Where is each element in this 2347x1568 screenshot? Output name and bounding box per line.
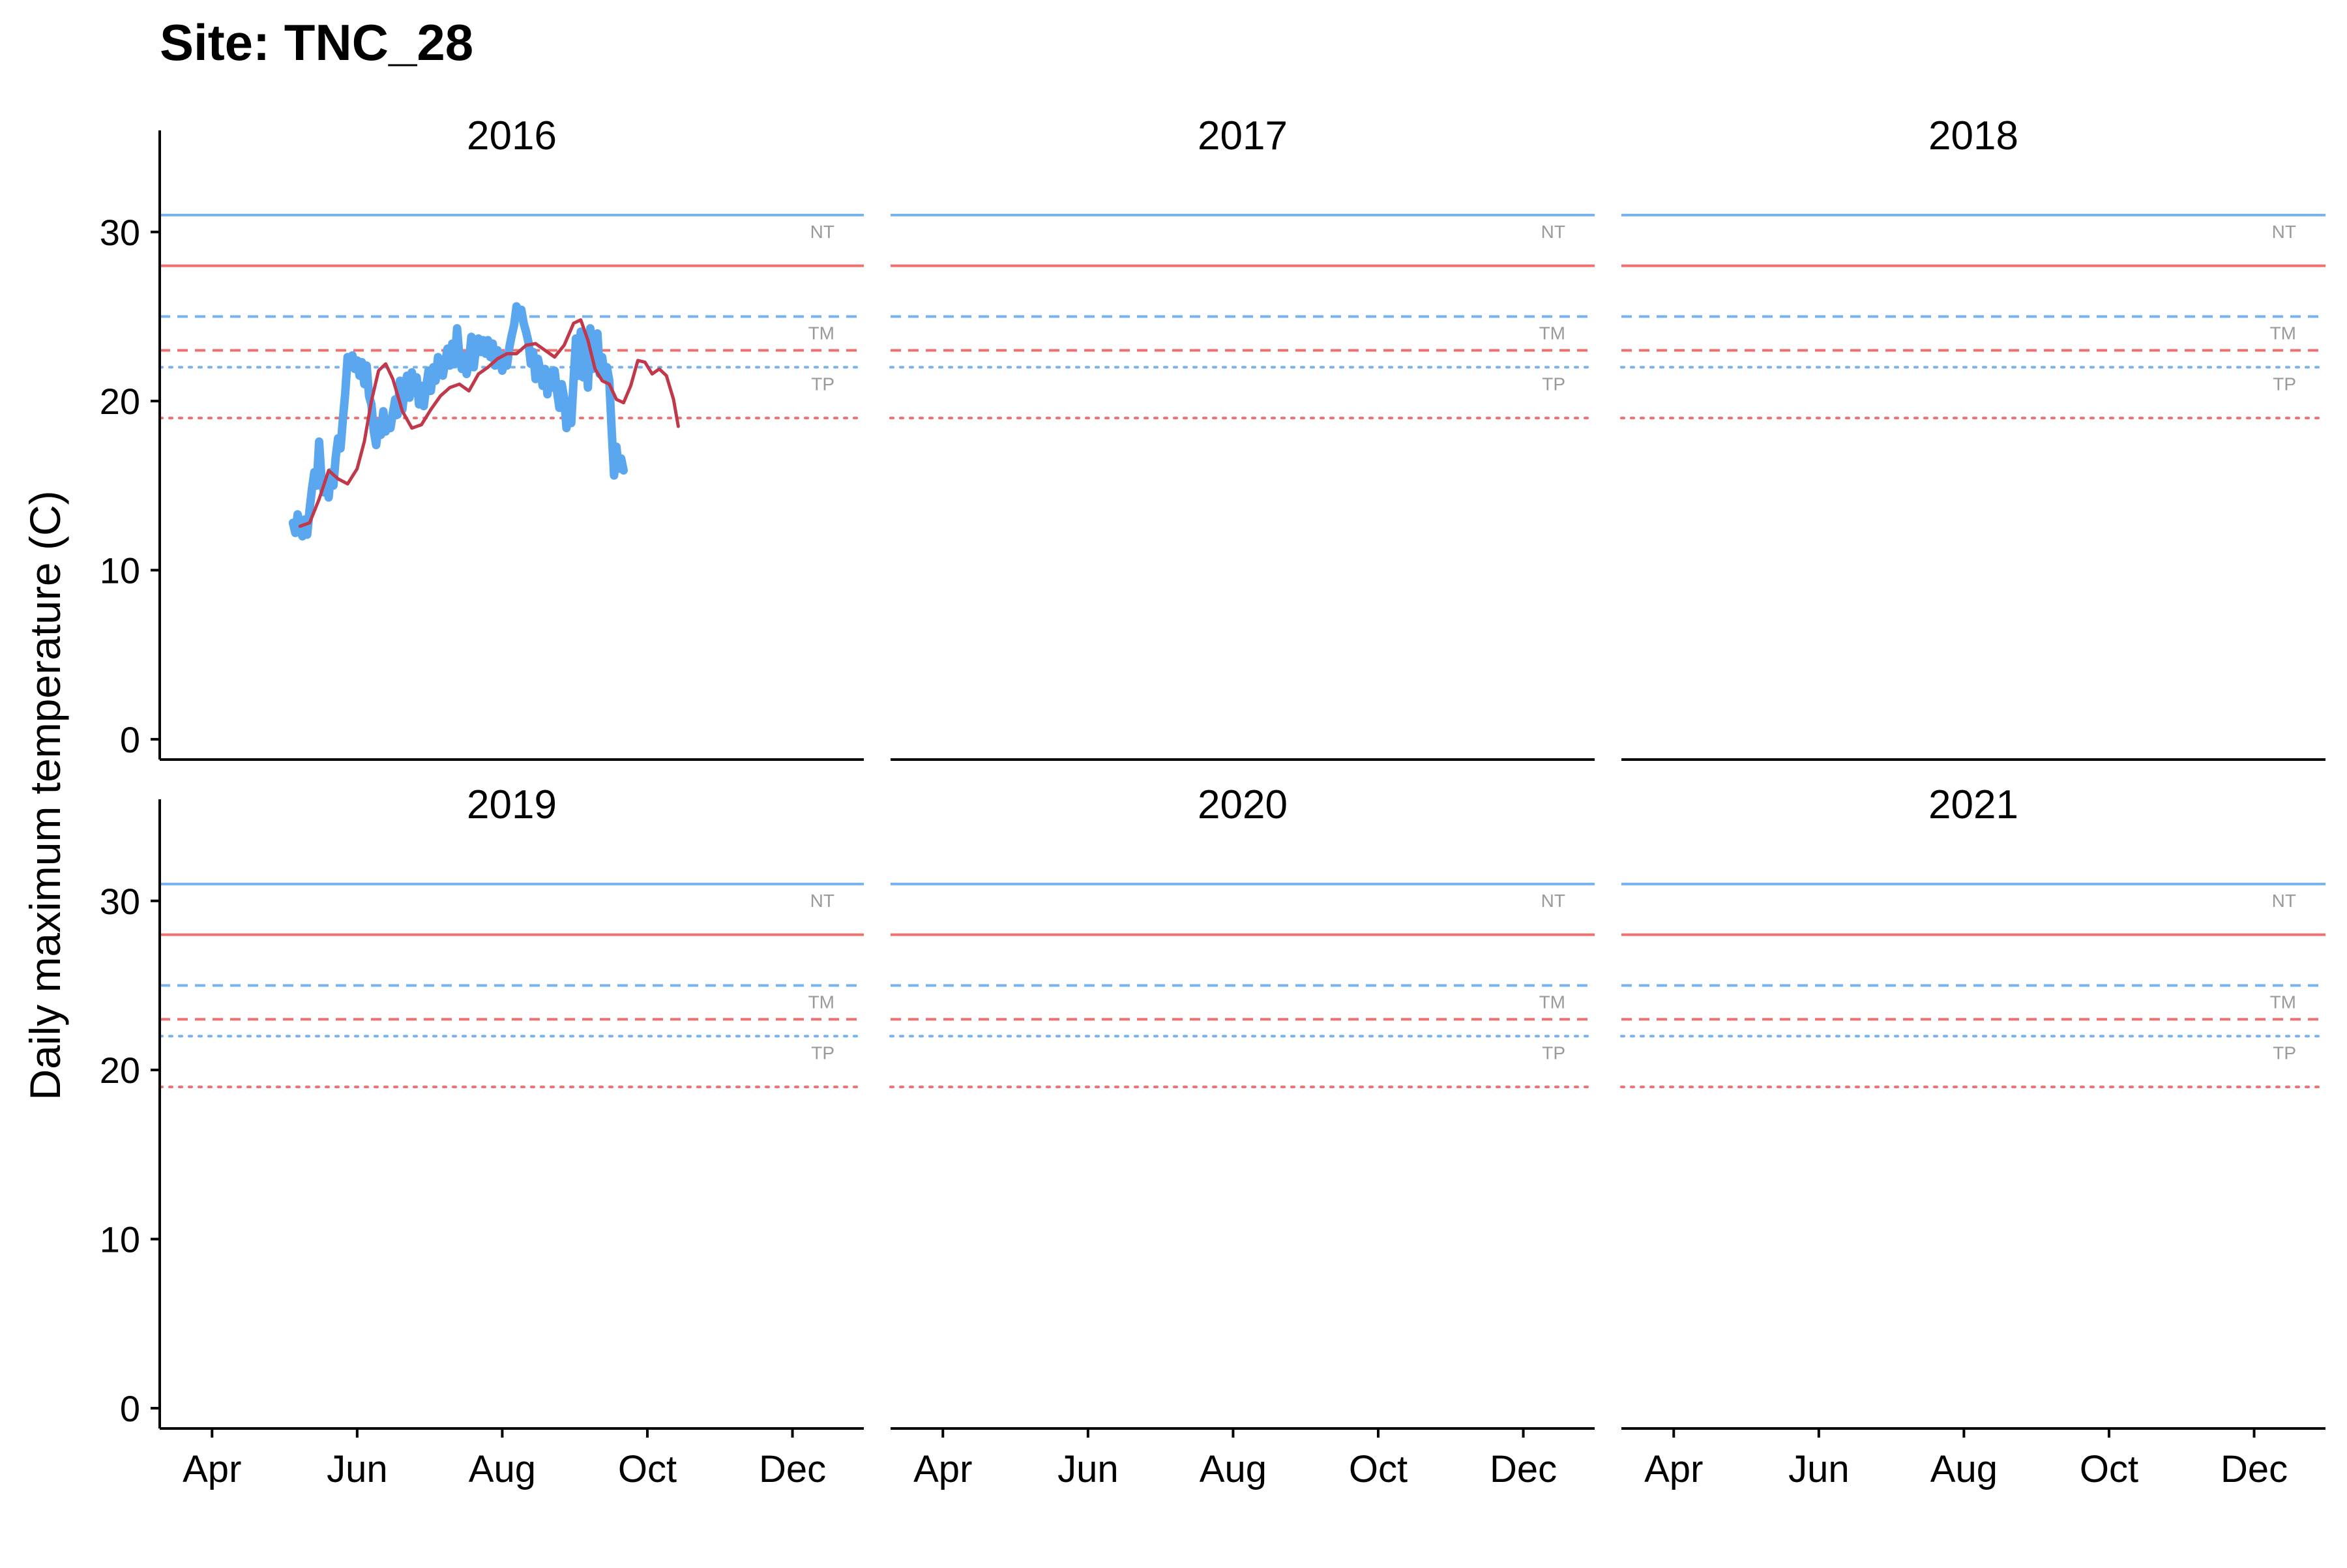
- threshold-label: NT: [1541, 222, 1565, 242]
- threshold-label: TP: [2273, 374, 2296, 394]
- x-tick-label: Jun: [1057, 1448, 1119, 1490]
- facet-label: 2020: [1198, 782, 1288, 827]
- threshold-label: TM: [808, 992, 834, 1012]
- panel-2021: 2021 NT TM TP Apr Jun Aug Oct Dec: [1620, 782, 2327, 1490]
- x-tick-label: Jun: [327, 1448, 388, 1490]
- threshold-label: TM: [2270, 992, 2296, 1012]
- threshold-label: NT: [1541, 891, 1565, 911]
- y-tick-label: 0: [120, 1388, 140, 1429]
- threshold-label: TM: [1539, 323, 1565, 343]
- y-tick-label: 30: [100, 881, 140, 922]
- x-tick-label: Apr: [913, 1448, 972, 1490]
- threshold-label: TM: [808, 323, 834, 343]
- chart-title: Site: TNC_28: [160, 14, 473, 71]
- x-tick-label: Aug: [469, 1448, 536, 1490]
- threshold-label: TM: [2270, 323, 2296, 343]
- threshold-label: TM: [1539, 992, 1565, 1012]
- y-tick-label: 30: [100, 212, 140, 253]
- panels: 2016NTTMTP01020302017NTTMTP2018NTTMTP201…: [100, 113, 2327, 1490]
- x-tick-label: Dec: [2221, 1448, 2288, 1490]
- panel-2017: 2017 NT TM TP: [889, 113, 1596, 761]
- x-tick-label: Jun: [1788, 1448, 1850, 1490]
- y-tick-label: 0: [120, 719, 140, 760]
- y-tick-label: 10: [100, 550, 140, 591]
- panel-2018: 2018 NT TM TP: [1620, 113, 2327, 761]
- x-tick-label: Oct: [2080, 1448, 2138, 1490]
- x-tick-label: Aug: [1200, 1448, 1267, 1490]
- facet-label: 2021: [1928, 782, 2018, 827]
- threshold-label: NT: [2272, 222, 2296, 242]
- panel-2019: 2019 NT TM TP 0 10 20 30 Apr Jun Aug Oct Dec: [100, 782, 865, 1490]
- x-tick-label: Oct: [1349, 1448, 1408, 1490]
- x-tick-label: Aug: [1930, 1448, 1998, 1490]
- y-axis-label: Daily maximum temperature (C): [21, 490, 69, 1100]
- threshold-label: TP: [811, 374, 834, 394]
- daily-max-series-line: [288, 302, 628, 541]
- threshold-label: TP: [1542, 374, 1565, 394]
- facet-label: 2016: [467, 113, 557, 158]
- threshold-label: NT: [2272, 891, 2296, 911]
- facet-label: 2019: [467, 782, 557, 827]
- y-tick-label: 20: [100, 1050, 140, 1091]
- facet-label: 2018: [1928, 113, 2018, 158]
- threshold-label: TP: [2273, 1043, 2296, 1063]
- threshold-label: TP: [1542, 1043, 1565, 1063]
- y-tick-label: 20: [100, 381, 140, 422]
- smoothed-series-line: [298, 318, 680, 528]
- x-tick-label: Oct: [618, 1448, 677, 1490]
- panel-2020: 2020 NT TM TP Apr Jun Aug Oct Dec: [889, 782, 1596, 1490]
- x-tick-label: Dec: [759, 1448, 826, 1490]
- threshold-label: NT: [810, 891, 834, 911]
- x-tick-label: Apr: [183, 1448, 241, 1490]
- panel-2016: 2016 NT TM TP 0 10 20 30: [100, 113, 865, 761]
- x-tick-label: Apr: [1644, 1448, 1703, 1490]
- threshold-label: TP: [811, 1043, 834, 1063]
- facet-label: 2017: [1198, 113, 1288, 158]
- y-tick-label: 10: [100, 1219, 140, 1260]
- threshold-label: NT: [810, 222, 834, 242]
- x-tick-label: Dec: [1490, 1448, 1557, 1490]
